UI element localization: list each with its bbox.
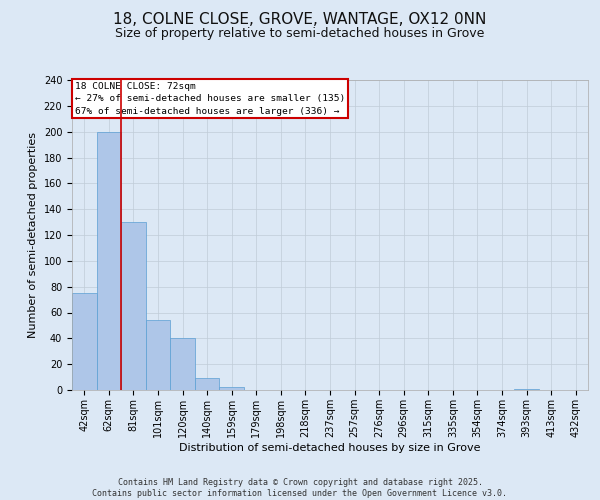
Text: 18, COLNE CLOSE, GROVE, WANTAGE, OX12 0NN: 18, COLNE CLOSE, GROVE, WANTAGE, OX12 0N…	[113, 12, 487, 28]
Bar	[195, 378, 220, 390]
Bar	[146, 320, 170, 390]
X-axis label: Distribution of semi-detached houses by size in Grove: Distribution of semi-detached houses by …	[179, 442, 481, 452]
Y-axis label: Number of semi-detached properties: Number of semi-detached properties	[28, 132, 38, 338]
Text: Size of property relative to semi-detached houses in Grove: Size of property relative to semi-detach…	[115, 28, 485, 40]
Bar	[170, 338, 195, 390]
Bar	[97, 132, 121, 390]
Bar	[72, 293, 97, 390]
Bar	[121, 222, 146, 390]
Bar	[220, 388, 244, 390]
Bar	[514, 388, 539, 390]
Text: 18 COLNE CLOSE: 72sqm
← 27% of semi-detached houses are smaller (135)
67% of sem: 18 COLNE CLOSE: 72sqm ← 27% of semi-deta…	[74, 82, 345, 116]
Text: Contains HM Land Registry data © Crown copyright and database right 2025.
Contai: Contains HM Land Registry data © Crown c…	[92, 478, 508, 498]
